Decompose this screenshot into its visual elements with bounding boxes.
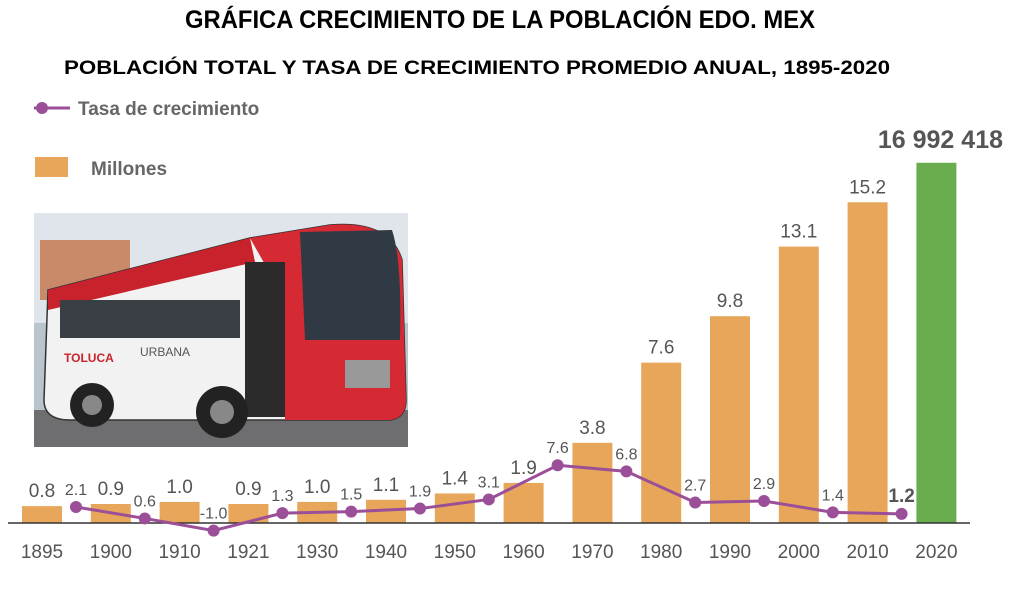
rate-point-1980 xyxy=(620,465,633,478)
bar-2020 xyxy=(916,162,957,523)
x-tick-label: 1910 xyxy=(158,542,200,563)
bar-1950 xyxy=(434,493,475,523)
rate-value-label: 6.8 xyxy=(615,446,637,463)
rate-point-2000 xyxy=(758,494,770,507)
legend-line-marker xyxy=(36,102,48,114)
bar-value-label: 0.9 xyxy=(235,479,261,500)
bar-value-label: 0.9 xyxy=(98,479,124,500)
rate-point-1940 xyxy=(345,505,358,518)
bar-2010 xyxy=(847,202,888,523)
rate-point-1960 xyxy=(482,493,495,506)
bar-value-label: 1.1 xyxy=(373,475,399,496)
legend-label-rate: Tasa de crecimiento xyxy=(78,99,259,120)
bar-value-label: 1.0 xyxy=(304,477,330,498)
bar-value-label: 9.8 xyxy=(717,291,743,312)
x-tick-label: 1960 xyxy=(502,542,544,563)
rate-value-label: 1.5 xyxy=(340,487,362,504)
bus-city-lettering: TOLUCA xyxy=(64,351,114,365)
chart-title: GRÁFICA CRECIMIENTO DE LA POBLACIÓN EDO.… xyxy=(185,4,815,34)
x-tick-label: 2000 xyxy=(778,542,820,563)
bar-1895 xyxy=(22,506,62,523)
rate-point-1900 xyxy=(70,501,82,514)
x-tick-label: 1930 xyxy=(296,542,338,563)
bar-value-label: 1.9 xyxy=(510,458,536,479)
bar-1980 xyxy=(641,362,682,523)
rate-value-label: 1.3 xyxy=(271,488,293,505)
x-tick-label: 2020 xyxy=(915,542,957,563)
bar-value-label: 1.0 xyxy=(166,477,192,498)
rate-point-1950 xyxy=(414,502,426,515)
rate-point-1910 xyxy=(138,512,151,525)
legend-bar-swatch xyxy=(35,157,68,177)
rate-value-label: 2.1 xyxy=(65,482,87,499)
x-tick-label: 1980 xyxy=(640,542,682,563)
rate-value-label: 2.7 xyxy=(684,477,706,494)
rate-point-1921 xyxy=(207,524,220,537)
rate-point-2010 xyxy=(826,506,839,519)
legend-label-millions: Millones xyxy=(91,159,167,180)
x-tick-label: 1990 xyxy=(709,542,751,563)
bar-1970 xyxy=(572,442,613,523)
bar-1910 xyxy=(159,501,200,523)
bar-value-label: 15.2 xyxy=(849,177,886,198)
bus-photo: TOLUCA URBANA xyxy=(34,213,408,447)
bar-value-label: 3.8 xyxy=(579,418,605,439)
chart-subtitle: POBLACIÓN TOTAL Y TASA DE CRECIMIENTO PR… xyxy=(64,57,890,79)
x-tick-label: 1921 xyxy=(227,542,269,563)
bar-value-label: 13.1 xyxy=(780,222,817,243)
rate-value-label: -1.0 xyxy=(200,506,228,523)
rate-value-label: 0.6 xyxy=(134,493,156,510)
rate-value-label: 1.4 xyxy=(822,487,844,504)
rate-value-label: 1.9 xyxy=(409,484,431,501)
x-tick-label: 1895 xyxy=(21,542,63,563)
rate-value-label: 1.2 xyxy=(888,486,914,507)
x-tick-label: 1950 xyxy=(434,542,476,563)
bar-value-label: 1.4 xyxy=(442,468,469,489)
rate-value-label: 3.1 xyxy=(478,474,500,491)
rate-point-1990 xyxy=(689,496,702,509)
rate-value-label: 2.9 xyxy=(753,476,775,493)
bar-1921 xyxy=(228,504,269,523)
bar-value-label: 7.6 xyxy=(648,338,674,359)
rate-point-1970 xyxy=(551,459,564,472)
bar-1990 xyxy=(710,316,750,523)
x-tick-label: 2010 xyxy=(846,542,888,563)
legend: Tasa de crecimiento Millones xyxy=(34,99,259,180)
rate-point-1930 xyxy=(276,507,289,520)
rate-value-label: 7.6 xyxy=(546,440,568,457)
bar-2000 xyxy=(778,246,819,523)
rate-point-2020 xyxy=(895,507,908,520)
x-tick-label: 1940 xyxy=(365,542,407,563)
bus-brand-lettering: URBANA xyxy=(140,345,190,359)
bar-value-label: 0.8 xyxy=(29,481,55,502)
x-tick-label: 1900 xyxy=(90,542,132,563)
x-tick-label: 1970 xyxy=(571,542,613,563)
bar-value-label: 16 992 418 xyxy=(878,126,1003,154)
